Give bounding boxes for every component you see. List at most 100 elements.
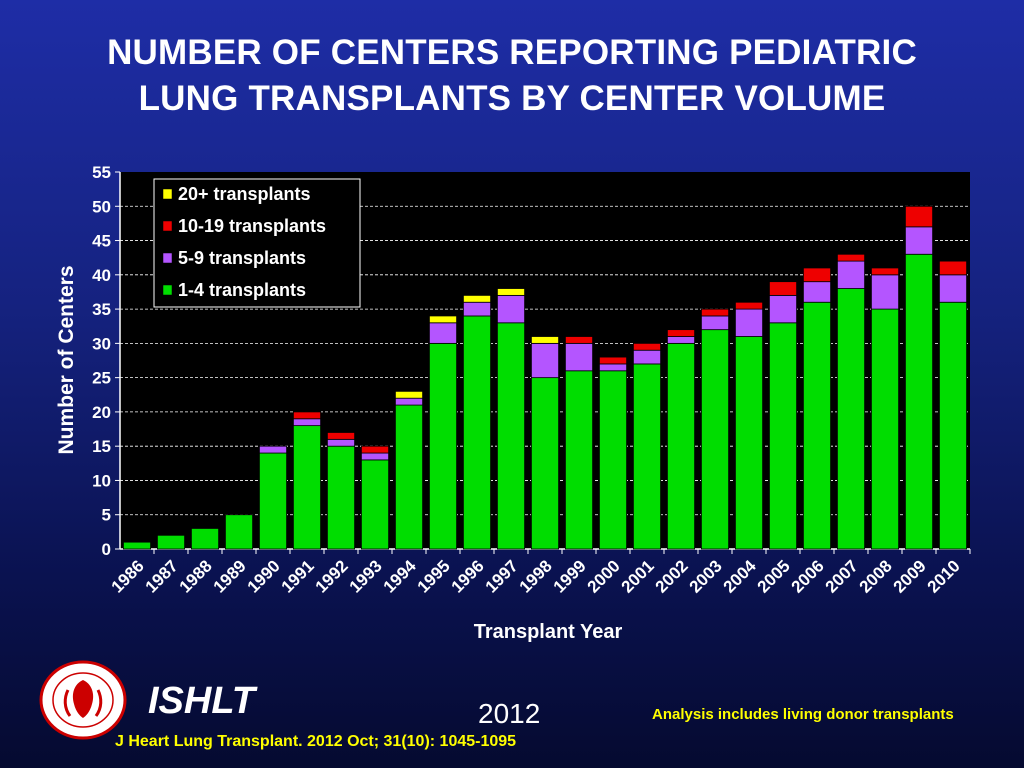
bar-segment [905,226,934,255]
bar-segment [224,514,253,550]
page-title: NUMBER OF CENTERS REPORTING PEDIATRIC LU… [0,30,1024,122]
bar-segment [360,459,389,550]
bar-segment [190,528,219,550]
y-tick-label: 10 [92,471,111,490]
x-tick-label: 1992 [312,556,352,596]
bar-segment [871,308,900,550]
x-tick-label: 1998 [516,556,556,596]
bar-segment [531,336,560,344]
y-tick-label: 5 [102,506,111,525]
x-tick-label: 2000 [584,556,624,596]
bar-segment [905,253,934,550]
y-tick-label: 40 [92,266,111,285]
legend-swatch [162,284,173,296]
legend-label: 20+ transplants [178,184,311,204]
bar-segment [258,445,287,454]
legend-swatch [162,188,173,200]
bar-segment [803,267,832,283]
bar-segment [428,342,457,550]
x-tick-label: 2010 [924,556,964,596]
bar-segment [871,267,900,276]
bar-segment [462,294,491,303]
bar-segment [360,445,389,454]
bar-segment [462,315,491,550]
bar-segment [939,260,968,276]
y-tick-label: 35 [92,300,111,319]
bar-segment [123,541,152,550]
y-tick-label: 30 [92,334,111,353]
bar-segment [803,281,832,303]
legend-swatch [162,252,173,264]
bar-segment [565,370,594,550]
x-tick-label: 1994 [380,556,421,597]
bar-segment [360,452,389,461]
bar-segment [667,336,696,344]
bar-segment [633,363,662,550]
bar-segment [156,534,185,550]
bar-segment [326,432,355,440]
bar-segment [769,281,798,296]
y-tick-label: 45 [92,232,111,251]
y-axis-title: Number of Centers [55,265,78,454]
bar-segment [701,315,730,331]
footer-year: 2012 [478,698,541,729]
x-tick-label: 2004 [720,556,761,597]
bar-segment [292,425,321,550]
x-tick-label: 1988 [176,556,216,596]
bar-segment [326,438,355,447]
bar-segment [769,322,798,550]
bar-segment [496,288,525,296]
x-tick-label: 1986 [108,556,148,596]
y-tick-label: 55 [92,163,111,182]
bar-segment [565,336,594,344]
legend-label: 10-19 transplants [178,216,326,236]
bar-segment [803,301,832,550]
y-tick-label: 50 [92,197,111,216]
bar-segment [292,418,321,427]
title-line-1: NUMBER OF CENTERS REPORTING PEDIATRIC [107,33,917,72]
bar-segment [599,363,628,372]
x-tick-label: 1999 [550,556,590,596]
x-tick-label: 2002 [652,556,692,596]
bar-segment [394,397,423,406]
x-tick-label: 2003 [686,556,726,596]
y-tick-label: 20 [92,403,111,422]
title-line-2: LUNG TRANSPLANTS BY CENTER VOLUME [138,79,886,118]
x-tick-label: 1991 [278,556,318,596]
bar-segment [326,445,355,550]
bar-segment [394,404,423,550]
bar-segment [735,308,764,337]
bar-segment [667,342,696,550]
x-tick-label: 1996 [448,556,488,596]
bar-segment [599,370,628,550]
bar-segment [735,336,764,550]
legend-box [153,178,361,308]
y-tick-label: 25 [92,369,111,388]
y-tick-label: 0 [102,540,111,559]
bar-segment [394,390,423,399]
x-tick-label: 2007 [822,556,862,596]
x-tick-label: 1990 [244,556,284,596]
x-tick-label: 1997 [482,556,522,596]
bar-segment [428,322,457,344]
bar-segment [462,301,491,317]
bar-segment [701,329,730,550]
bar-segment [667,329,696,337]
bar-segment [735,301,764,310]
bar-segment [531,377,560,550]
x-axis-title: Transplant Year [474,621,623,643]
bar-segment [939,274,968,303]
bar-segment [428,315,457,324]
y-tick-label: 15 [92,437,111,456]
bar-segment [871,274,900,310]
legend-label: 1-4 transplants [178,280,306,300]
x-tick-label: 2005 [754,556,794,596]
bar-segment [496,322,525,550]
bar-segment [701,308,730,317]
bar-segment [769,294,798,324]
ishlt-label: ISHLT [148,680,255,722]
bar-segment [633,349,662,365]
x-tick-label: 1987 [142,556,182,596]
bar-segment [599,356,628,365]
